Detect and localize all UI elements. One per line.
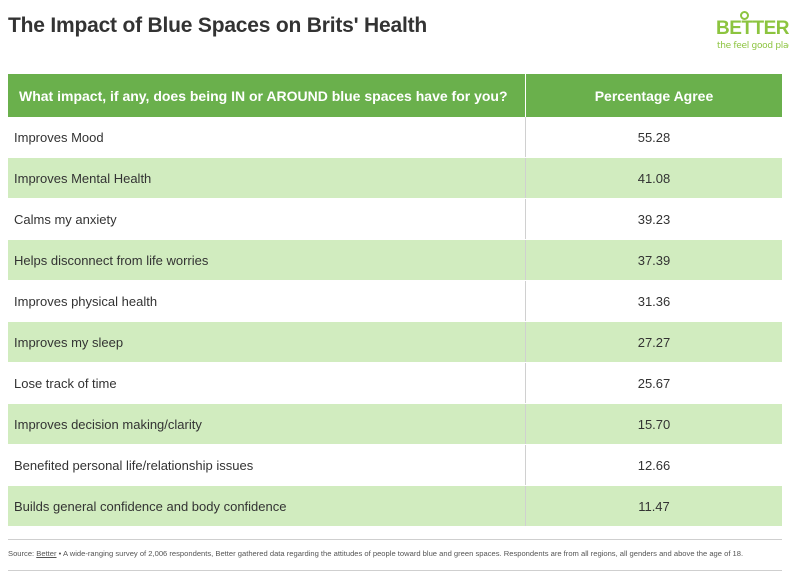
better-logo: BETTER the feel good place — [716, 10, 789, 54]
source-text: • A wide-ranging survey of 2,006 respond… — [56, 549, 744, 558]
row-label: Builds general confidence and body confi… — [8, 485, 526, 527]
table-row: Improves my sleep 27.27 — [8, 321, 782, 363]
column-header-percentage: Percentage Agree — [525, 74, 782, 117]
table-row: Builds general confidence and body confi… — [8, 485, 782, 527]
table-row: Lose track of time 25.67 — [8, 362, 782, 404]
logo-wordmark: BETTER — [716, 18, 789, 39]
table-row: Improves physical health 31.36 — [8, 280, 782, 322]
row-value: 31.36 — [525, 280, 782, 322]
table-row: Improves Mood 55.28 — [8, 117, 782, 158]
source-prefix: Source: — [8, 549, 37, 558]
column-header-question: What impact, if any, does being IN or AR… — [8, 74, 526, 117]
row-label: Improves Mental Health — [8, 157, 526, 199]
row-label: Improves physical health — [8, 280, 526, 322]
table-row: Improves decision making/clarity 15.70 — [8, 403, 782, 445]
row-value: 11.47 — [525, 485, 782, 527]
footer-divider-top — [8, 539, 782, 540]
table-row: Helps disconnect from life worries 37.39 — [8, 239, 782, 281]
logo-ring-icon — [740, 11, 749, 20]
table-body: Improves Mood 55.28 Improves Mental Health… — [8, 117, 782, 527]
row-label: Improves my sleep — [8, 321, 526, 363]
data-table: What impact, if any, does being IN or AR… — [8, 74, 782, 527]
table-header-row: What impact, if any, does being IN or AR… — [8, 74, 782, 117]
row-value: 27.27 — [525, 321, 782, 363]
row-label: Improves Mood — [8, 117, 526, 158]
page-title: The Impact of Blue Spaces on Brits' Heal… — [8, 14, 428, 37]
row-value: 25.67 — [525, 362, 782, 404]
row-label: Lose track of time — [8, 362, 526, 404]
row-label: Improves decision making/clarity — [8, 403, 526, 445]
table-row: Benefited personal life/relationship iss… — [8, 444, 782, 486]
row-value: 41.08 — [525, 157, 782, 199]
footer-divider-bottom — [8, 570, 782, 571]
row-label: Helps disconnect from life worries — [8, 239, 526, 281]
source-link[interactable]: Better — [36, 549, 57, 558]
row-label: Benefited personal life/relationship iss… — [8, 444, 526, 486]
table-row: Calms my anxiety 39.23 — [8, 198, 782, 240]
table-row: Improves Mental Health 41.08 — [8, 157, 782, 199]
row-value: 39.23 — [525, 198, 782, 240]
row-label: Calms my anxiety — [8, 198, 526, 240]
row-value: 12.66 — [525, 444, 782, 486]
source-note: Source: Better • A wide-ranging survey o… — [8, 549, 743, 558]
row-value: 37.39 — [525, 239, 782, 281]
logo-tagline: the feel good place — [717, 41, 789, 51]
row-value: 15.70 — [525, 403, 782, 445]
row-value: 55.28 — [525, 117, 782, 158]
